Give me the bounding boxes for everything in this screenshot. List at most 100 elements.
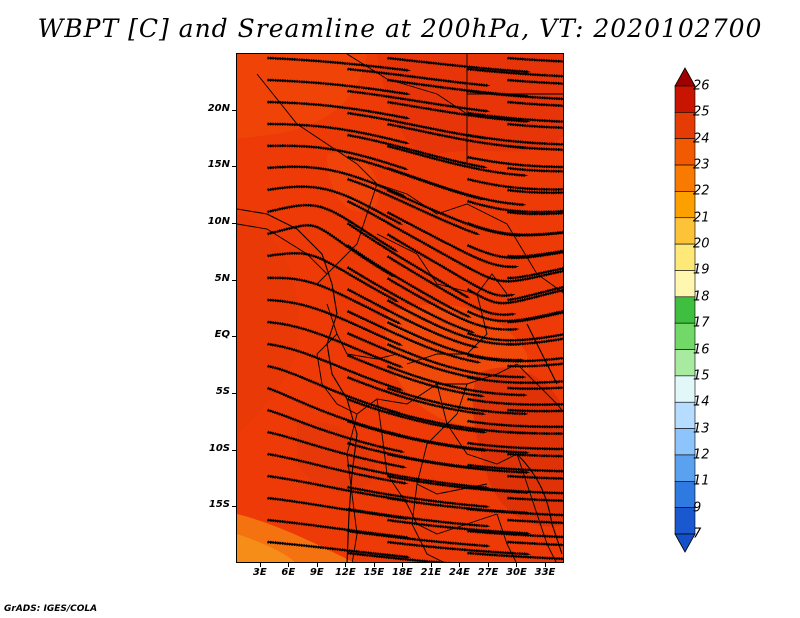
- colorbar-band: [674, 375, 696, 403]
- streamline: [506, 122, 563, 130]
- streamline: [466, 397, 563, 407]
- streamline: [507, 266, 563, 280]
- streamline: [466, 67, 563, 79]
- country-borders: [237, 54, 563, 562]
- latitude-tick: [232, 449, 236, 451]
- latitude-label: 20N: [207, 102, 230, 114]
- colorbar-label: 17: [693, 315, 710, 331]
- streamline: [506, 310, 563, 324]
- latitude-label: 5S: [215, 386, 230, 397]
- streamline: [506, 78, 563, 86]
- streamline: [466, 89, 563, 101]
- streamline: [506, 408, 563, 413]
- latitude-label: 5N: [214, 272, 230, 284]
- chart-title: WBPT [C] and Sreamline at 200hPa, VT: 20…: [37, 14, 763, 43]
- map-canvas: [237, 54, 563, 562]
- longitude-tick: [402, 563, 404, 567]
- latitude-label: 15N: [207, 159, 230, 171]
- colorbar-label: 24: [693, 131, 710, 147]
- colorbar-band: [674, 112, 696, 140]
- longitude-tick: [259, 563, 261, 567]
- streamline: [506, 100, 563, 108]
- longitude-label: 3E: [252, 567, 267, 578]
- colorbar-label: 9: [693, 500, 702, 516]
- colorbar-band: [674, 164, 696, 192]
- streamline: [466, 529, 563, 539]
- colorbar-band: [674, 85, 696, 113]
- streamline: [506, 210, 563, 216]
- longitude-label: 21E: [420, 567, 442, 578]
- colorbar-label: 11: [693, 473, 710, 489]
- colorbar-min-arrow: [674, 533, 696, 553]
- streamline: [466, 375, 563, 385]
- map-plot-area: [236, 53, 564, 563]
- streamline: [466, 551, 563, 561]
- colorbar-label: 18: [693, 289, 710, 305]
- colorbar-label: 13: [693, 421, 710, 437]
- streamline: [466, 353, 563, 363]
- longitude-label: 33E: [534, 567, 556, 578]
- colorbar-band: [674, 349, 696, 377]
- colorbar-band: [674, 480, 696, 508]
- latitude-label: EQ: [214, 329, 230, 341]
- colorbar-label: 22: [693, 183, 710, 199]
- longitude-label: 9E: [309, 567, 324, 578]
- latitude-label: 10N: [207, 216, 230, 227]
- latitude-tick: [232, 109, 236, 111]
- latitude-tick: [232, 166, 236, 168]
- longitude-label: 6E: [281, 567, 296, 578]
- colorbar-band: [674, 270, 696, 298]
- streamline: [506, 144, 563, 152]
- latitude-label: 10S: [208, 442, 230, 454]
- footer-credit: GrADS: IGES/COLA: [4, 604, 98, 614]
- colorbar-band: [674, 243, 696, 271]
- streamline: [466, 419, 563, 429]
- colorbar-label: 12: [693, 447, 710, 463]
- colorbar-band: [674, 217, 696, 245]
- colorbar-label: 26: [693, 78, 710, 94]
- temperature-shading: [237, 54, 563, 562]
- colorbar-label: 7: [693, 526, 702, 542]
- longitude-tick: [288, 563, 290, 567]
- longitude-label: 15E: [363, 567, 385, 578]
- latitude-tick: [232, 393, 236, 394]
- streamline: [466, 463, 563, 474]
- colorbar-max-arrow: [674, 67, 696, 87]
- longitude-tick: [373, 563, 375, 567]
- latitude-tick: [232, 223, 236, 224]
- longitude-tick: [487, 563, 489, 567]
- latitude-label: 15S: [208, 499, 230, 511]
- colorbar-band: [674, 322, 696, 350]
- colorbar-label: 16: [693, 342, 710, 358]
- streamline: [346, 551, 490, 562]
- longitude-tick: [345, 563, 347, 567]
- streamline: [506, 496, 563, 503]
- colorbar-label: 25: [693, 104, 710, 120]
- streamline: [466, 485, 563, 495]
- streamline: [466, 133, 563, 147]
- streamlines: [266, 56, 563, 562]
- colorbar-label: 23: [693, 157, 710, 173]
- coastline: [237, 208, 563, 562]
- colorbar-label: 14: [693, 394, 710, 410]
- streamline: [466, 507, 563, 518]
- streamline: [506, 474, 563, 481]
- longitude-tick: [544, 563, 546, 567]
- colorbar-label: 20: [693, 236, 710, 252]
- streamline: [506, 166, 563, 174]
- longitude-label: 24E: [449, 567, 470, 578]
- longitude-label: 27E: [477, 567, 499, 578]
- longitude-tick: [459, 563, 461, 567]
- streamline: [466, 441, 563, 451]
- colorbar-band: [674, 401, 696, 429]
- streamline: [506, 385, 563, 391]
- streamline: [466, 111, 563, 124]
- streamline: [506, 361, 563, 369]
- colorbar-band: [674, 428, 696, 456]
- longitude-label: 30E: [506, 567, 527, 578]
- longitude-label: 18E: [392, 567, 413, 578]
- colorbar-label: 19: [693, 262, 710, 278]
- longitude-tick: [516, 563, 518, 567]
- colorbar-band: [674, 507, 696, 535]
- longitude-tick: [316, 563, 318, 567]
